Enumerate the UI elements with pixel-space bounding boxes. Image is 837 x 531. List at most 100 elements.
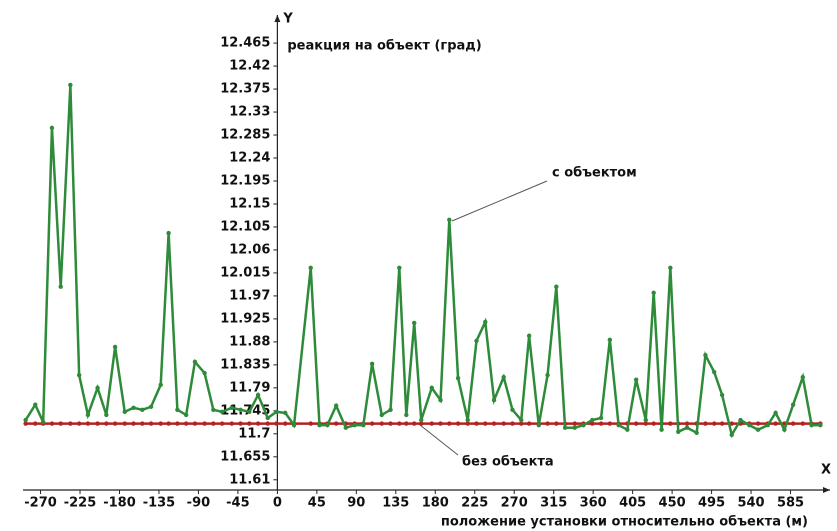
data-point [598, 415, 604, 421]
data-point [545, 372, 550, 378]
x-axis-title: положение установки относительно объекта… [441, 515, 808, 530]
data-point [668, 421, 673, 426]
x-tick-label: 585 [777, 496, 804, 511]
x-tick-label: -180 [103, 496, 136, 511]
data-point [219, 421, 225, 426]
data-point [68, 82, 73, 88]
data-point [676, 429, 681, 434]
data-point [95, 421, 100, 426]
data-point [519, 417, 524, 423]
data-point [274, 409, 279, 415]
x-tick-label: 135 [382, 496, 409, 511]
data-point [23, 417, 28, 423]
data-point [643, 417, 648, 423]
data-point [483, 421, 488, 426]
x-tick-label: -270 [24, 496, 57, 511]
data-point [308, 421, 313, 426]
data-point [447, 421, 452, 426]
data-point [49, 421, 55, 426]
x-tick-label: 0 [273, 496, 282, 511]
data-point [76, 421, 82, 426]
data-point [438, 397, 443, 403]
data-point [800, 421, 806, 426]
data-point [510, 421, 515, 426]
data-point [465, 417, 470, 423]
x-tick-label: -45 [226, 496, 250, 511]
data-point [455, 421, 461, 426]
x-tick-label: 45 [308, 496, 326, 511]
data-point [536, 422, 541, 428]
data-point [501, 374, 506, 380]
data-point [419, 421, 424, 426]
data-point [352, 422, 357, 428]
data-point [590, 417, 595, 423]
data-point [438, 421, 443, 426]
data-point [598, 421, 604, 426]
data-point [738, 417, 743, 423]
axis-arrow [823, 487, 830, 493]
data-point [643, 421, 648, 426]
data-point [545, 421, 550, 426]
y-tick-label: 12.015 [220, 265, 270, 280]
data-point [790, 421, 796, 426]
x-tick-label: 360 [580, 496, 607, 511]
x-tick-label: 270 [501, 496, 528, 511]
data-point [625, 427, 630, 432]
data-point [85, 412, 91, 418]
annotation: с объектом [552, 166, 637, 181]
data-point [719, 421, 725, 426]
data-point [219, 409, 225, 415]
y-tick-label: 12.15 [229, 196, 270, 211]
data-point [491, 421, 497, 426]
data-point [308, 265, 313, 271]
data-point [343, 425, 348, 430]
data-point [651, 421, 656, 426]
x-tick-label: 405 [619, 496, 646, 511]
data-point [790, 402, 796, 407]
data-point [765, 422, 770, 428]
data-point [158, 421, 163, 426]
data-point [465, 421, 470, 426]
data-point [283, 410, 288, 416]
data-point [192, 421, 198, 426]
data-point [404, 421, 409, 426]
data-point [255, 392, 261, 398]
data-point [183, 421, 189, 426]
data-point [247, 409, 252, 415]
data-point [684, 425, 690, 430]
x-axis-label: X [821, 463, 831, 478]
data-point [140, 421, 145, 426]
data-point [140, 407, 145, 413]
data-point [712, 369, 717, 375]
data-point [607, 337, 613, 343]
data-point [211, 421, 216, 426]
data-point [388, 407, 393, 413]
data-point [554, 284, 559, 289]
y-tick-label: 12.465 [220, 36, 270, 51]
x-tick-label: 495 [698, 496, 725, 511]
data-point [175, 421, 180, 426]
data-point [694, 430, 699, 435]
data-point [247, 421, 252, 426]
data-point [554, 421, 559, 426]
data-point [33, 402, 38, 407]
x-tick-label: -225 [64, 496, 97, 511]
data-point [192, 359, 198, 365]
data-point [519, 421, 524, 426]
data-point [265, 421, 270, 426]
data-point [40, 419, 46, 425]
data-point [166, 230, 171, 236]
y-tick-label: 12.42 [229, 59, 270, 74]
data-point [95, 385, 100, 391]
data-point [483, 319, 488, 325]
data-point [379, 412, 384, 418]
data-point [325, 422, 330, 428]
data-point [501, 421, 506, 426]
data-point [572, 425, 577, 430]
x-tick-label: 540 [737, 496, 764, 511]
data-point [333, 403, 339, 408]
data-point [148, 421, 154, 426]
data-point [703, 352, 708, 358]
data-point [229, 421, 234, 426]
